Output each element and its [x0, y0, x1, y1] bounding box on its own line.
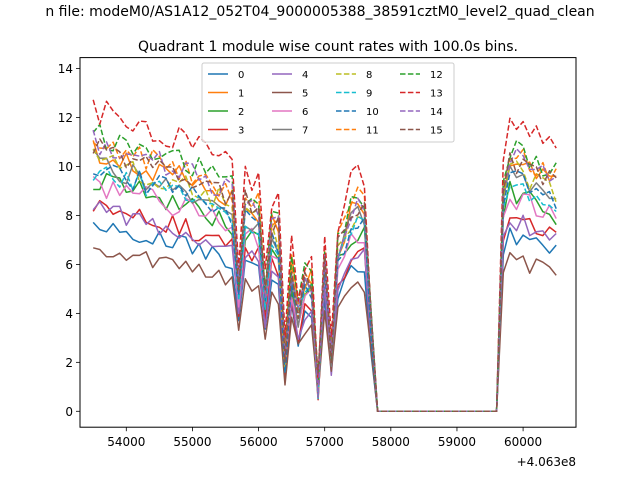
x-axis-offset-label: +4.063e8: [517, 455, 576, 469]
y-tick-label: 8: [65, 209, 73, 223]
legend-label-7: 7: [302, 126, 308, 137]
figure-suptitle: n file: modeM0/AS1A12_052T04_9000005388_…: [45, 4, 594, 20]
y-tick-label: 10: [58, 160, 73, 174]
series-line-12: [92, 123, 557, 413]
x-axis: 54000 55000 56000 57000 58000 59000 60000: [107, 427, 542, 449]
x-tick-label: 59000: [438, 435, 476, 449]
legend-label-13: 13: [430, 89, 443, 100]
series-line-15: [92, 138, 557, 413]
x-tick-label: 56000: [239, 435, 277, 449]
legend-label-1: 1: [238, 89, 244, 100]
y-axis: 0 2 4 6 8 10 12 14: [58, 62, 80, 419]
x-tick-label: 54000: [107, 435, 145, 449]
y-tick-label: 14: [58, 62, 73, 76]
x-tick-label: 55000: [173, 435, 211, 449]
legend-label-6: 6: [302, 107, 308, 118]
y-tick-label: 2: [65, 356, 73, 370]
legend-label-12: 12: [430, 70, 443, 81]
axes-frame: [79, 57, 577, 428]
legend-label-10: 10: [366, 107, 379, 118]
plot-lines: [92, 99, 557, 413]
legend-label-15: 15: [430, 126, 443, 137]
x-tick-label: 57000: [306, 435, 344, 449]
y-tick-label: 12: [58, 111, 73, 125]
legend-label-4: 4: [302, 70, 308, 81]
legend-label-5: 5: [302, 89, 308, 100]
y-tick-label: 0: [65, 405, 73, 419]
chart-title: Quadrant 1 module wise count rates with …: [138, 39, 518, 55]
y-tick-label: 6: [65, 258, 73, 272]
legend-label-0: 0: [238, 70, 244, 81]
x-tick-label: 60000: [504, 435, 542, 449]
legend-label-14: 14: [430, 107, 443, 118]
legend-label-11: 11: [366, 126, 379, 137]
x-tick-label: 58000: [372, 435, 410, 449]
legend-box: [201, 62, 455, 143]
legend-label-9: 9: [366, 89, 372, 100]
legend-label-8: 8: [366, 70, 372, 81]
y-tick-label: 4: [65, 307, 73, 321]
legend-label-2: 2: [238, 107, 244, 118]
legend-label-3: 3: [238, 126, 244, 137]
